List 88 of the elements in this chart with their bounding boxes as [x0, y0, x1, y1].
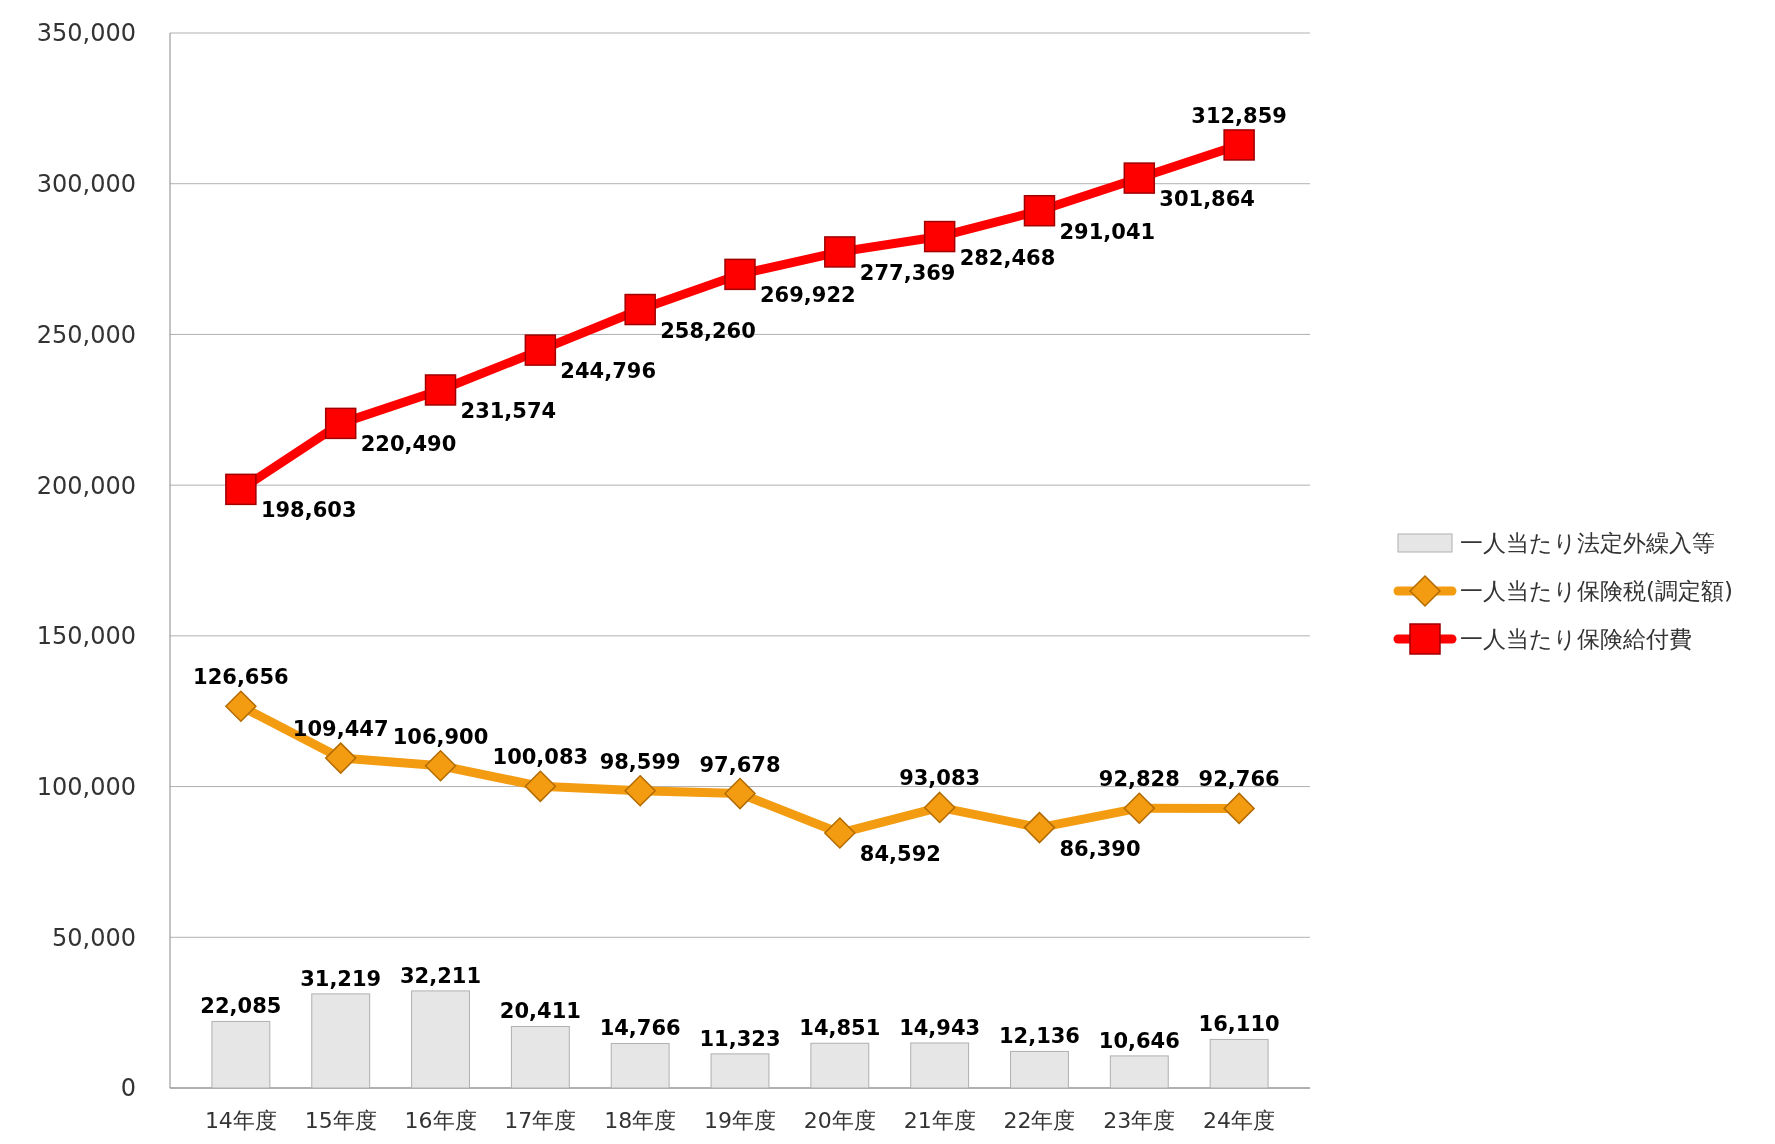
data-label: 97,678 — [699, 752, 781, 777]
x-tick-label: 15年度 — [304, 1108, 377, 1133]
point — [724, 258, 756, 291]
data-label: 12,136 — [998, 1024, 1080, 1049]
point — [1023, 194, 1056, 227]
x-tick-label: 23年度 — [1103, 1108, 1176, 1133]
x-tick-label: 19年度 — [704, 1108, 776, 1133]
data-label: 31,219 — [300, 966, 382, 991]
data-label: 291,041 — [1059, 219, 1156, 244]
y-tick-label: 100,000 — [36, 772, 136, 801]
point — [824, 817, 856, 849]
x-tick-label: 20年度 — [803, 1108, 876, 1133]
bar — [311, 993, 371, 1089]
y-tick-label: 150,000 — [36, 622, 136, 651]
y-tick-label: 350,000 — [36, 19, 136, 48]
x-tick-label: 22年度 — [1003, 1108, 1076, 1133]
point — [424, 750, 457, 782]
y-tick-label: 250,000 — [36, 320, 136, 349]
bar — [510, 1025, 570, 1089]
data-label: 92,828 — [1098, 767, 1180, 792]
data-label: 11,323 — [699, 1026, 781, 1051]
data-label: 84,592 — [859, 842, 941, 867]
data-label: 231,574 — [460, 398, 557, 423]
bar — [411, 990, 470, 1089]
data-label: 312,859 — [1191, 103, 1287, 128]
data-label: 14,766 — [599, 1016, 681, 1041]
point — [624, 293, 656, 326]
legend-label: 一人当たり法定外繰入等 — [1460, 530, 1715, 557]
point — [923, 220, 956, 253]
x-tick-label: 16年度 — [404, 1108, 477, 1133]
data-label: 86,390 — [1059, 836, 1141, 861]
bar — [211, 1020, 271, 1089]
legend-label: 一人当たり保険給付費 — [1460, 626, 1692, 653]
x-tick-label: 17年度 — [504, 1108, 577, 1133]
point — [424, 374, 457, 406]
point — [524, 334, 557, 366]
data-label: 244,796 — [560, 359, 657, 384]
data-label: 20,411 — [499, 999, 581, 1024]
point — [524, 770, 557, 803]
data-label: 32,211 — [400, 963, 482, 988]
data-label: 109,447 — [292, 717, 389, 742]
bar — [710, 1053, 770, 1089]
data-label: 282,468 — [959, 245, 1056, 270]
bar — [810, 1042, 870, 1089]
y-tick-label: 0 — [120, 1074, 136, 1103]
data-label: 92,766 — [1198, 767, 1280, 792]
x-tick-label: 18年度 — [604, 1108, 677, 1133]
bar — [1209, 1038, 1269, 1089]
data-label: 301,864 — [1159, 187, 1255, 212]
point — [225, 690, 257, 722]
point — [1223, 792, 1255, 825]
data-label: 220,490 — [360, 432, 457, 457]
data-label: 100,083 — [492, 745, 589, 770]
point — [824, 236, 856, 268]
data-label: 258,260 — [660, 318, 756, 343]
bar — [1109, 1055, 1169, 1089]
x-tick-label: 21年度 — [903, 1108, 976, 1133]
point — [724, 777, 756, 810]
bar — [610, 1042, 670, 1089]
data-label: 14,851 — [799, 1016, 881, 1041]
data-label: 277,369 — [859, 260, 956, 285]
data-label: 269,922 — [760, 283, 856, 308]
data-label: 93,083 — [899, 766, 981, 791]
data-label: 98,599 — [599, 749, 681, 774]
x-tick-label: 14年度 — [204, 1108, 277, 1133]
point — [225, 473, 257, 506]
legend-label: 一人当たり保険税(調定額) — [1460, 578, 1733, 605]
x-tick-label: 24年度 — [1203, 1108, 1276, 1133]
point — [1123, 162, 1156, 194]
point — [1123, 792, 1156, 824]
data-label: 14,943 — [899, 1015, 981, 1040]
y-tick-label: 200,000 — [36, 471, 136, 500]
data-label: 16,110 — [1198, 1012, 1280, 1037]
point — [1223, 129, 1255, 161]
bar — [910, 1042, 970, 1089]
data-label: 22,085 — [200, 994, 282, 1019]
data-label: 198,603 — [260, 498, 357, 523]
data-label: 10,646 — [1098, 1028, 1180, 1053]
data-label: 106,900 — [392, 724, 489, 749]
point — [324, 742, 357, 774]
y-tick-label: 300,000 — [36, 170, 136, 199]
point — [624, 775, 656, 807]
point — [324, 407, 357, 440]
y-tick-label: 50,000 — [52, 923, 136, 952]
bar — [1010, 1050, 1069, 1089]
point — [923, 791, 956, 824]
data-label: 126,656 — [193, 665, 289, 690]
point — [1023, 811, 1056, 844]
